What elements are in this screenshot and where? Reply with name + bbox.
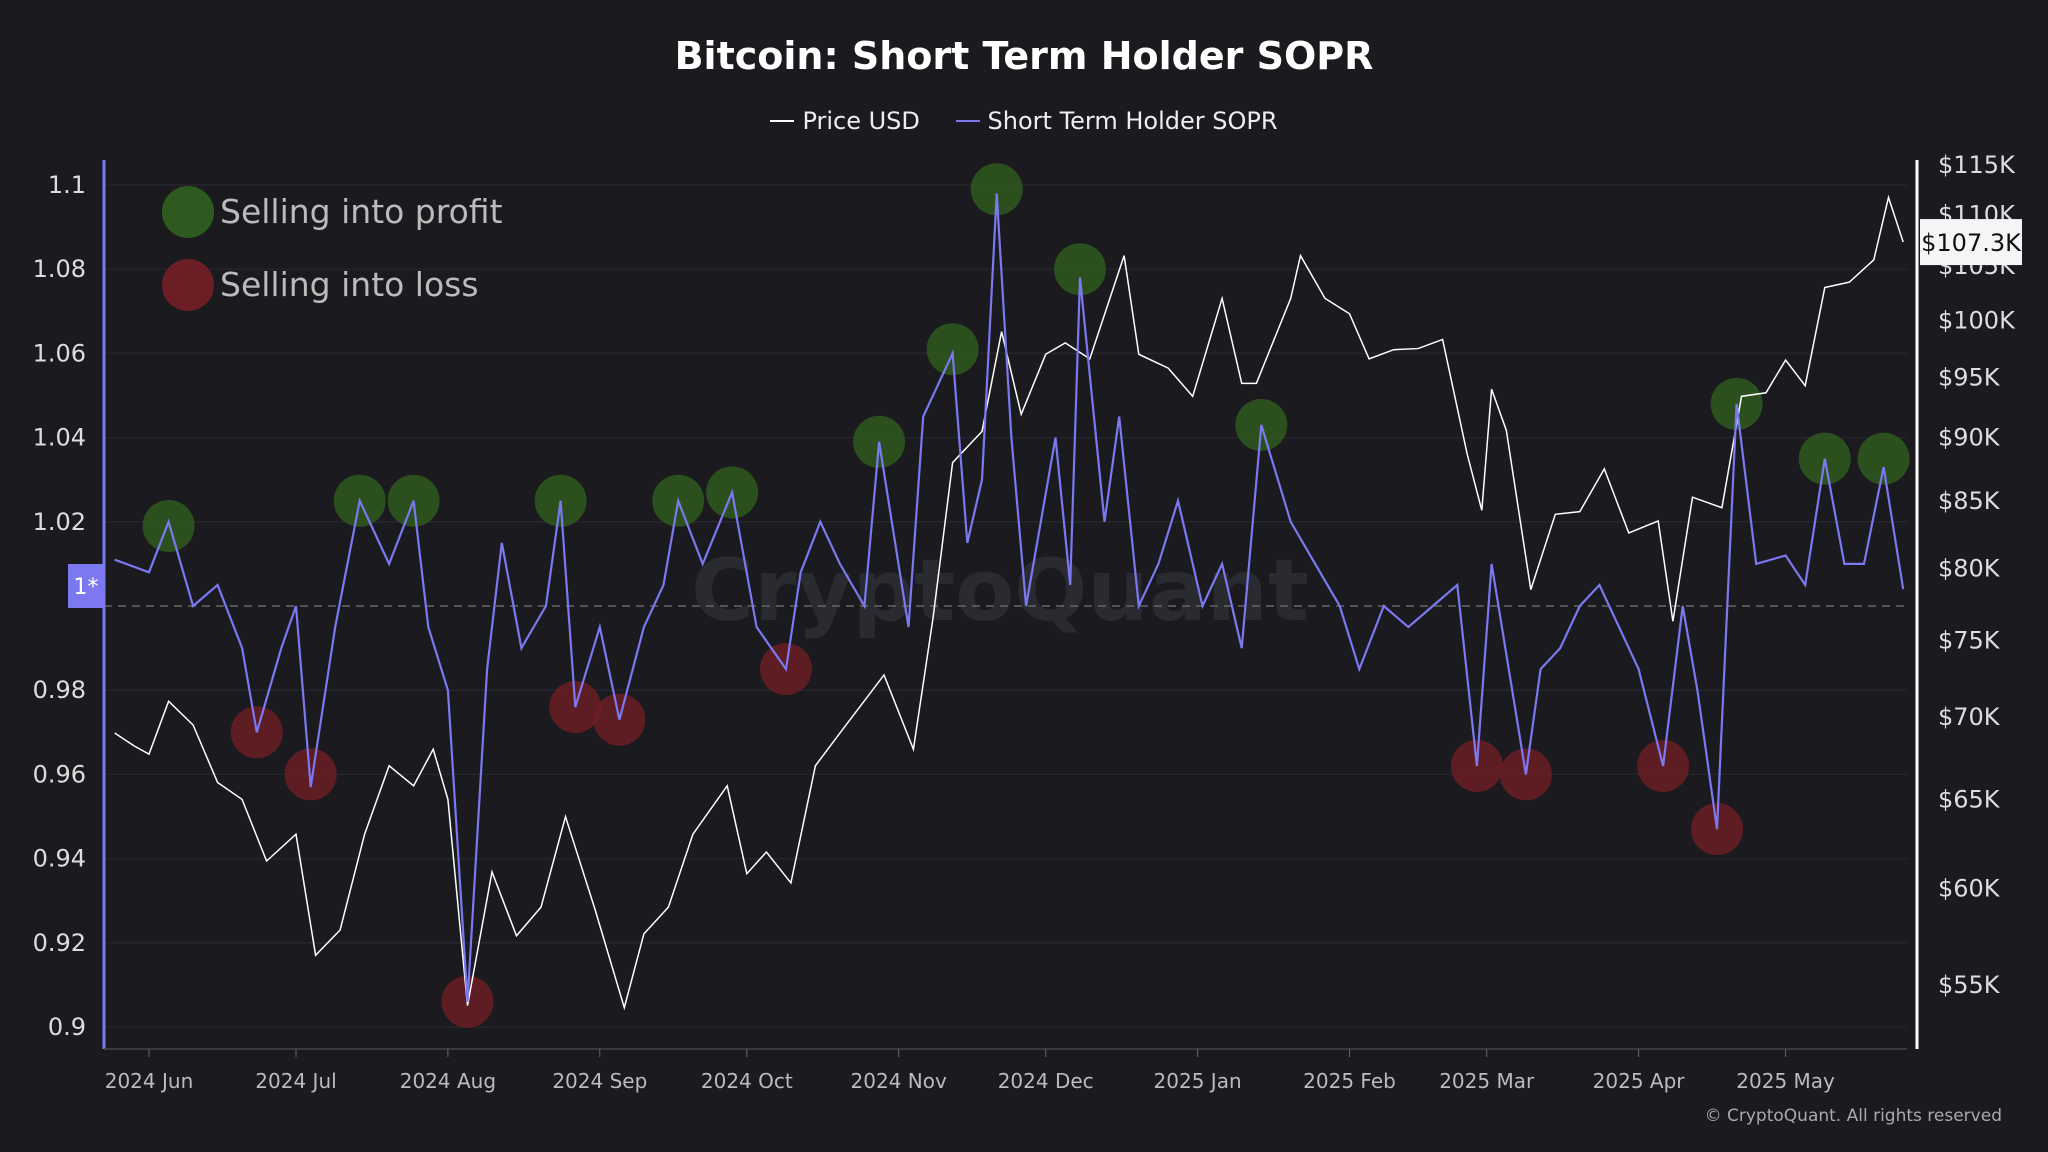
annotation-loss-label: Selling into loss [220, 265, 479, 304]
y-tick-label: 0.92 [33, 929, 86, 957]
reference-label-box [68, 564, 104, 608]
x-tick-label: 2024 Jul [255, 1069, 336, 1093]
current-price-label: $107.3K [1921, 229, 2022, 257]
y-right-tick-label: $115K [1938, 151, 2016, 179]
y-tick-label: 1* [74, 575, 99, 600]
y-right-tick-label: $55K [1938, 971, 2001, 999]
legend-label-sopr: Short Term Holder SOPR [987, 107, 1278, 135]
y-tick-label: 0.9 [48, 1013, 86, 1041]
profit-marker [142, 500, 195, 553]
y-right-tick-label: $65K [1938, 785, 2001, 813]
x-tick-label: 2024 Sep [552, 1069, 647, 1093]
x-tick-label: 2024 Nov [851, 1069, 947, 1093]
x-tick-label: 2024 Oct [701, 1069, 793, 1093]
y-right-tick-label: $95K [1938, 363, 2001, 391]
y-tick-label: 0.96 [33, 760, 86, 788]
x-tick-label: 2025 Apr [1593, 1069, 1686, 1093]
y-tick-label: 1.1 [48, 171, 86, 199]
sopr-swatch [955, 120, 980, 122]
current-price-box [1920, 219, 2022, 266]
profit-marker [970, 163, 1023, 216]
profit-marker [926, 323, 979, 376]
y-right-tick-label: $60K [1938, 874, 2001, 902]
legend-label-price: Price USD [802, 107, 920, 135]
y-right-tick-label: $80K [1938, 555, 2001, 583]
legend: Price USD Short Term Holder SOPR [0, 100, 2048, 135]
x-tick-label: 2025 Mar [1439, 1069, 1535, 1093]
y-tick-label: 1.04 [33, 424, 86, 452]
y-right-tick-label: $75K [1938, 626, 2001, 654]
watermark: CryptoQuant [691, 541, 1309, 641]
profit-marker [1857, 432, 1910, 485]
y-tick-label: 1.06 [33, 339, 86, 367]
x-tick-label: 2025 Jan [1154, 1069, 1242, 1093]
legend-item-price[interactable]: Price USD [770, 107, 920, 135]
y-right-tick-label: $70K [1938, 703, 2001, 731]
annotation-profit-label: Selling into profit [220, 192, 503, 231]
x-tick-label: 2024 Aug [400, 1069, 496, 1093]
x-tick-label: 2024 Dec [998, 1069, 1094, 1093]
x-tick-label: 2025 Feb [1303, 1069, 1396, 1093]
y-tick-label: 0.94 [33, 845, 86, 873]
y-tick-label: 0.98 [33, 676, 86, 704]
y-tick-label: 1.02 [33, 508, 86, 536]
y-tick-label: 1.08 [33, 255, 86, 283]
x-tick-label: 2024 Jun [105, 1069, 194, 1093]
profit-marker [1054, 243, 1106, 296]
legend-item-sopr[interactable]: Short Term Holder SOPR [955, 107, 1278, 135]
y-right-tick-label: $85K [1938, 487, 2001, 515]
y-right-tick-label: $90K [1938, 424, 2001, 452]
sopr-line [114, 193, 1905, 1002]
chart-title: Bitcoin: Short Term Holder SOPR [674, 34, 1374, 78]
price-line [114, 194, 1904, 1011]
price-swatch [770, 120, 795, 122]
annotation-profit-icon [162, 186, 214, 238]
x-tick-label: 2025 May [1736, 1069, 1835, 1093]
y-right-tick-label: $100K [1938, 306, 2016, 334]
annotation-loss-icon [162, 259, 214, 311]
copyright: © CryptoQuant. All rights reserved [1704, 1106, 2002, 1126]
